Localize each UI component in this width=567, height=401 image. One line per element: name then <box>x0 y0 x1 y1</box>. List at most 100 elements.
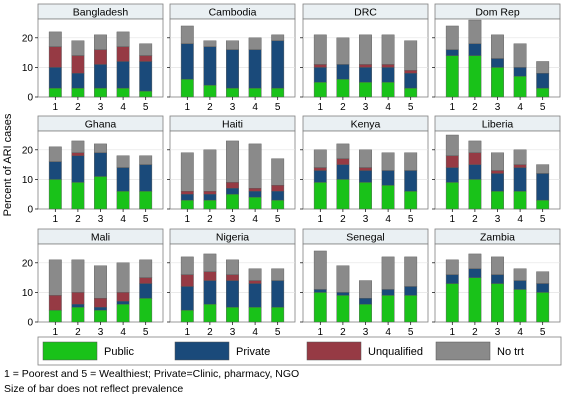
bar-segment-no-trt <box>336 143 350 159</box>
bar-segment-private <box>48 161 62 180</box>
x-tick-label: 2 <box>75 102 81 113</box>
x-tick-label: 1 <box>185 327 191 338</box>
bar-segment-public <box>445 283 459 323</box>
bar-segment-unqualified <box>48 46 62 68</box>
bar-segment-no-trt <box>513 268 527 281</box>
bar-segment-public <box>336 79 350 98</box>
x-tick-label: 4 <box>517 327 523 338</box>
bar-segment-no-trt <box>248 268 262 281</box>
x-tick-label: 5 <box>540 327 546 338</box>
bar-segment-unqualified <box>313 64 327 68</box>
bar-segment-no-trt <box>48 259 62 296</box>
bar-segment-private <box>381 170 395 186</box>
legend-label: No trt <box>497 346 524 358</box>
bar-segment-private <box>313 170 327 183</box>
bar-segment-no-trt <box>71 40 85 56</box>
bar-segment-private <box>94 64 107 89</box>
panel-title: Senegal <box>346 232 385 244</box>
bar-segment-unqualified <box>94 298 107 308</box>
bar-segment-unqualified <box>468 152 482 165</box>
bar-segment-no-trt <box>271 158 285 186</box>
bar-segment-public <box>116 191 130 210</box>
bar-segment-unqualified <box>71 152 85 156</box>
bar-segment-unqualified <box>203 191 217 195</box>
bar-segment-private <box>336 64 350 80</box>
bar-segment-private <box>445 167 459 183</box>
legend-swatch <box>306 341 362 361</box>
bar-segment-public <box>94 176 107 210</box>
x-tick-label: 4 <box>120 102 126 113</box>
bar-segment-public <box>116 87 130 98</box>
x-tick-label: 4 <box>120 214 126 225</box>
bar-segment-no-trt <box>180 256 194 275</box>
bar-segment-unqualified <box>313 167 327 171</box>
bar-segment-private <box>336 292 350 296</box>
bar-segment-no-trt <box>404 256 418 287</box>
bar-segment-no-trt <box>203 253 217 272</box>
x-tick-label: 5 <box>143 214 149 225</box>
bar-segment-no-trt <box>271 34 285 41</box>
bar-segment-public <box>180 79 194 98</box>
bar-segment-no-trt <box>536 164 550 174</box>
bar-segment-private <box>468 43 482 56</box>
bar-segment-public <box>513 191 527 210</box>
bar-segment-private <box>226 49 239 89</box>
bar-segment-no-trt <box>445 259 459 275</box>
bar-segment-no-trt <box>468 19 482 44</box>
x-tick-label: 2 <box>472 327 478 338</box>
bar-segment-unqualified <box>116 292 130 302</box>
x-tick-label: 3 <box>495 327 501 338</box>
x-tick-label: 4 <box>252 102 258 113</box>
bar-segment-unqualified <box>248 188 262 192</box>
legend-label: Private <box>236 346 270 358</box>
x-tick-label: 4 <box>252 327 258 338</box>
x-tick-label: 2 <box>472 102 478 113</box>
legend-swatch <box>174 341 230 361</box>
x-tick-label: 2 <box>340 327 346 338</box>
bar-segment-public <box>404 191 418 210</box>
bar-segment-private <box>71 73 85 89</box>
bar-segment-private <box>180 193 194 201</box>
bar-segment-public <box>203 304 217 323</box>
x-tick-label: 2 <box>472 214 478 225</box>
bar-segment-no-trt <box>226 140 239 183</box>
bar-segment-private <box>271 280 285 308</box>
bar-segment-unqualified <box>180 191 194 195</box>
bar-segment-private <box>248 191 262 198</box>
bar-segment-unqualified <box>381 64 395 68</box>
panel-title: Ghana <box>85 119 117 131</box>
bar-segment-public <box>313 292 327 323</box>
x-tick-label: 2 <box>340 102 346 113</box>
y-tick-label: 20 <box>22 145 34 156</box>
bar-segment-private <box>536 173 550 201</box>
bar-segment-private <box>404 73 418 89</box>
bar-segment-unqualified <box>71 292 85 305</box>
panel-mali: Mali 0 10 20 1 2 3 4 5 <box>22 228 164 338</box>
panel-title: DRC <box>354 7 377 19</box>
x-tick-label: 3 <box>495 102 501 113</box>
bar-segment-public <box>139 191 153 210</box>
bar-segment-public <box>248 196 262 210</box>
bar-segment-no-trt <box>271 268 285 281</box>
bar-segment-public <box>226 307 239 323</box>
bar-segment-no-trt <box>336 37 350 65</box>
bar-segment-no-trt <box>536 61 550 74</box>
bar-segment-no-trt <box>203 40 217 47</box>
panel-title: Kenya <box>351 119 381 131</box>
bar-segment-no-trt <box>404 40 418 71</box>
y-axis-label: Percent of ARI cases <box>2 113 14 216</box>
bar-segment-no-trt <box>491 152 504 171</box>
bar-segment-no-trt <box>116 31 130 47</box>
bar-segment-private <box>180 286 194 311</box>
bar-segment-public <box>203 84 217 98</box>
y-tick-label: 0 <box>27 318 33 329</box>
bar-segment-no-trt <box>180 25 194 44</box>
bar-segment-private <box>139 61 153 92</box>
legend-item-public: Public <box>42 341 134 361</box>
bar-segment-unqualified <box>116 46 130 62</box>
bar-segment-no-trt <box>116 155 130 168</box>
bar-segment-no-trt <box>513 43 527 68</box>
bar-segment-public <box>404 87 418 98</box>
bar-segment-public <box>313 81 327 98</box>
bar-segment-no-trt <box>116 262 130 293</box>
